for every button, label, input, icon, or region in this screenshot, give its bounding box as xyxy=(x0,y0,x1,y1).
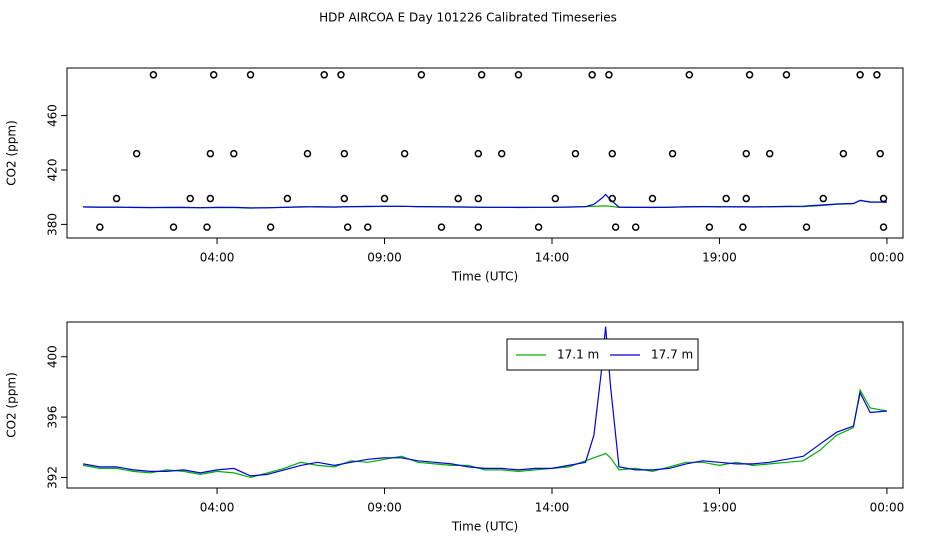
point xyxy=(474,194,483,203)
point xyxy=(782,71,791,79)
point xyxy=(856,71,864,79)
point xyxy=(206,194,215,203)
x-tick-label: 09:00 xyxy=(367,251,402,265)
point xyxy=(608,194,617,203)
point xyxy=(474,223,483,231)
point xyxy=(169,223,178,231)
point xyxy=(340,194,349,203)
point xyxy=(266,223,275,231)
y-tick-label: 460 xyxy=(46,104,60,127)
point xyxy=(745,71,754,79)
series-line xyxy=(83,193,887,209)
x-axis-label: Time (UTC) xyxy=(451,270,518,284)
point xyxy=(320,71,328,79)
point xyxy=(685,71,694,79)
point xyxy=(454,194,462,203)
point xyxy=(819,194,828,203)
x-tick-label: 19:00 xyxy=(702,251,737,265)
point xyxy=(343,223,352,231)
point xyxy=(739,223,747,231)
x-tick-label: 00:00 xyxy=(870,501,905,515)
y-tick-label: 396 xyxy=(46,406,60,429)
point xyxy=(340,149,349,158)
point xyxy=(112,194,121,203)
y-tick-label: 392 xyxy=(46,466,60,489)
point xyxy=(876,149,884,158)
point xyxy=(879,194,888,203)
x-tick-label: 14:00 xyxy=(535,251,570,265)
point xyxy=(514,71,523,79)
series-line xyxy=(82,388,888,479)
point xyxy=(742,149,750,158)
point xyxy=(605,71,613,79)
plot-frame xyxy=(66,321,904,489)
point xyxy=(474,149,483,158)
point xyxy=(203,223,211,231)
x-axis-label: Time (UTC) xyxy=(451,520,518,534)
point xyxy=(879,223,888,231)
point xyxy=(534,223,543,231)
legend-label: 17.1 m xyxy=(557,348,599,362)
legend-label: 17.7 m xyxy=(651,348,693,362)
point xyxy=(742,194,750,203)
point xyxy=(497,149,506,158)
point xyxy=(209,71,218,79)
y-tick-label: 420 xyxy=(46,159,60,182)
x-tick-label: 04:00 xyxy=(200,501,235,515)
x-tick-label: 04:00 xyxy=(200,251,235,265)
point xyxy=(873,71,881,79)
chart-title: HDP AIRCOA E Day 101226 Calibrated Times… xyxy=(319,11,617,25)
point xyxy=(631,223,640,231)
point xyxy=(571,149,580,158)
point xyxy=(380,194,389,203)
point xyxy=(364,223,372,231)
point xyxy=(608,149,617,158)
point xyxy=(611,223,620,231)
point xyxy=(668,149,677,158)
point xyxy=(186,194,195,203)
point xyxy=(722,194,730,203)
plot-frame xyxy=(66,67,904,239)
point xyxy=(230,149,238,158)
point xyxy=(802,223,811,231)
point xyxy=(705,223,714,231)
point xyxy=(839,149,848,158)
series-line xyxy=(82,326,887,477)
point xyxy=(303,149,312,158)
y-axis-label: CO2 (ppm) xyxy=(5,372,19,438)
point xyxy=(96,223,104,231)
point xyxy=(588,71,596,79)
point xyxy=(149,71,158,79)
point xyxy=(765,149,774,158)
point xyxy=(400,149,409,158)
x-tick-label: 00:00 xyxy=(870,251,905,265)
point xyxy=(648,194,657,203)
y-tick-label: 400 xyxy=(46,345,60,368)
y-axis-label: CO2 (ppm) xyxy=(5,120,19,186)
point xyxy=(246,71,255,79)
point xyxy=(417,71,426,79)
point xyxy=(477,71,486,79)
y-tick-label: 380 xyxy=(46,213,60,236)
point xyxy=(551,194,560,203)
point xyxy=(206,149,215,158)
x-tick-label: 14:00 xyxy=(535,501,570,515)
point xyxy=(337,71,345,79)
point xyxy=(437,223,446,231)
x-tick-label: 19:00 xyxy=(702,501,737,515)
x-tick-label: 09:00 xyxy=(367,501,402,515)
point xyxy=(283,194,292,203)
point xyxy=(132,149,141,158)
